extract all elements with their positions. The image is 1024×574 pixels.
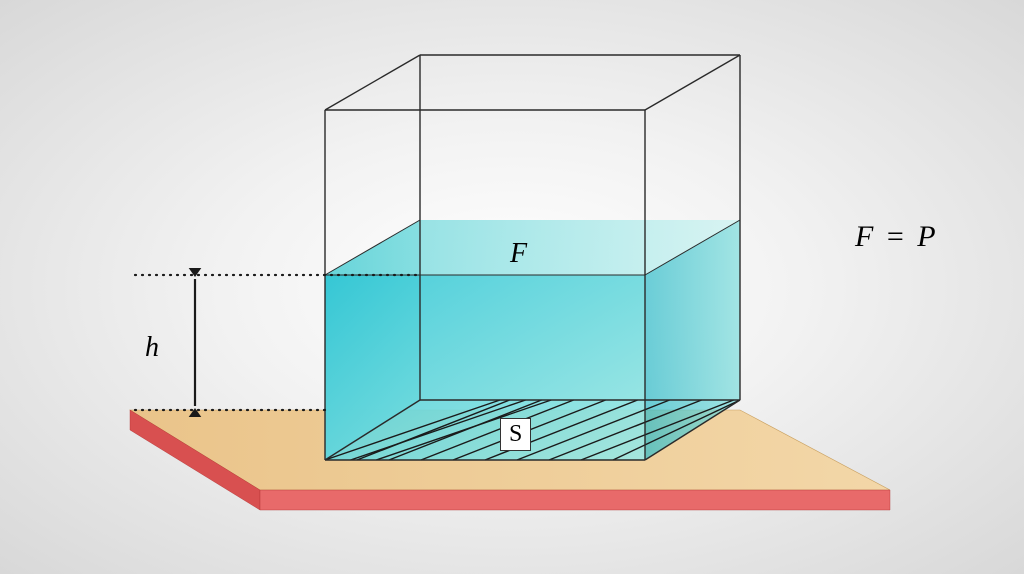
area-label-box: S xyxy=(500,418,531,451)
equation: F = P xyxy=(855,220,936,254)
height-label: h xyxy=(145,332,159,364)
equation-P: P xyxy=(917,220,935,253)
equation-equals: = xyxy=(887,220,904,253)
liquid-front-face xyxy=(325,275,645,460)
platform-front-side xyxy=(260,490,890,510)
physics-diagram xyxy=(0,0,1024,574)
equation-F: F xyxy=(855,220,873,253)
force-label: F xyxy=(510,238,527,270)
area-label-text: S xyxy=(509,421,522,447)
